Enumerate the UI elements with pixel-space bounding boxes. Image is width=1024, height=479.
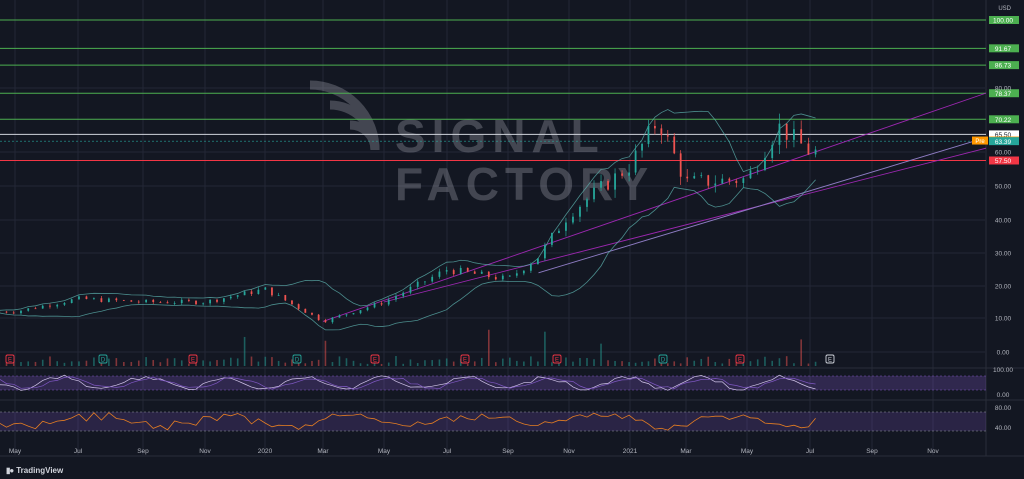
- price-tick-label-1: 10.00: [995, 316, 1012, 323]
- event-marker-6[interactable]: [552, 354, 562, 364]
- level-label-0: 100.00: [993, 18, 1013, 25]
- watermark-line1: SIGNAL: [395, 110, 605, 162]
- time-tick-label-5: Mar: [317, 448, 329, 455]
- time-tick-label-10: 2021: [623, 448, 638, 455]
- time-tick-label-11: Mar: [680, 448, 692, 455]
- trendlines[interactable]: [322, 92, 987, 322]
- osc1-axis-label-0: 100.00: [993, 367, 1013, 374]
- osc1-axis-label-1: 0.00: [997, 392, 1010, 399]
- time-tick-label-3: Nov: [199, 448, 211, 455]
- watermark-signal-icon: [309, 80, 380, 151]
- time-tick-label-13: Jul: [806, 448, 815, 455]
- price-tick-label-6: 60.00: [995, 150, 1012, 157]
- level-label-3: 78.37: [995, 91, 1012, 98]
- level-label-5: 65.50: [995, 132, 1012, 139]
- time-tick-label-0: May: [9, 448, 22, 455]
- oscillator-pane-1: 100.00 0.00: [0, 367, 1013, 399]
- event-marker-label-7: D: [661, 357, 666, 363]
- event-marker-8[interactable]: [735, 354, 745, 364]
- lower-trendline[interactable]: [538, 137, 987, 274]
- event-marker-label-5: E: [463, 357, 467, 363]
- price-axis[interactable]: 100.0091.6786.7378.3770.2265.5063.58Pre6…: [972, 16, 1019, 357]
- time-tick-label-15: Nov: [927, 448, 939, 455]
- pre-market-label: Pre: [975, 139, 985, 145]
- upper-trendline[interactable]: [322, 92, 987, 322]
- time-tick-label-4: 2020: [258, 448, 273, 455]
- price-tick-label-0: 0.00: [997, 350, 1010, 357]
- price-tick-label-4: 40.00: [995, 218, 1012, 225]
- price-tick-label-2: 20.00: [995, 284, 1012, 291]
- time-tick-label-9: Nov: [563, 448, 575, 455]
- level-label-7: 63.39: [995, 139, 1012, 146]
- tradingview-logo-icon: ▮●: [6, 465, 14, 475]
- event-marker-0[interactable]: [5, 354, 15, 364]
- event-marker-1[interactable]: [98, 354, 108, 364]
- price-tick-label-3: 30.00: [995, 251, 1012, 258]
- event-marker-label-9: E: [828, 357, 832, 363]
- event-marker-label-6: E: [555, 357, 559, 363]
- event-marker-3[interactable]: [292, 354, 302, 364]
- level-tag-8: [989, 156, 1019, 165]
- event-marker-4[interactable]: [370, 354, 380, 364]
- level-tag-5: [989, 130, 1019, 139]
- level-label-2: 86.73: [995, 63, 1012, 70]
- time-tick-label-6: May: [378, 448, 391, 455]
- watermark-line2: FACTORY: [395, 158, 654, 210]
- event-marker-7[interactable]: [658, 354, 668, 364]
- price-tick-label-7: 80.00: [995, 86, 1012, 93]
- brand-name: TradingView: [16, 465, 64, 475]
- currency-label: USD: [998, 6, 1011, 12]
- level-tag-7: [989, 137, 1019, 146]
- event-marker-5[interactable]: [460, 354, 470, 364]
- event-marker-label-3: D: [295, 357, 300, 363]
- level-label-1: 91.67: [995, 46, 1012, 53]
- event-marker-label-0: E: [8, 357, 12, 363]
- price-tick-label-5: 50.00: [995, 184, 1012, 191]
- horizontal-levels[interactable]: [0, 19, 986, 161]
- grid-lines: [0, 0, 1024, 457]
- tradingview-brand[interactable]: ▮● TradingView: [6, 463, 63, 477]
- level-tag-2: [989, 61, 1019, 70]
- event-marker-label-2: E: [191, 357, 195, 363]
- osc2-axis-label-0: 80.00: [995, 405, 1012, 412]
- time-tick-label-1: Jul: [74, 448, 83, 455]
- level-label-8: 57.50: [995, 158, 1012, 165]
- time-tick-label-14: Sep: [866, 448, 878, 455]
- osc2-axis-label-1: 40.00: [995, 425, 1012, 432]
- level-label-4: 70.22: [995, 117, 1012, 124]
- event-marker-label-1: D: [101, 357, 106, 363]
- volume-bars: [0, 329, 817, 366]
- level-tag-1: [989, 44, 1019, 53]
- level-tag-0: [989, 16, 1019, 24]
- level-tag-4: [989, 115, 1019, 124]
- middle-trendline[interactable]: [383, 147, 987, 303]
- event-marker-9[interactable]: [825, 354, 835, 364]
- level-tag-3: [989, 89, 1019, 98]
- event-marker-label-8: E: [738, 357, 742, 363]
- event-marker-2[interactable]: [188, 354, 198, 364]
- time-tick-label-2: Sep: [137, 448, 149, 455]
- pre-market-tag: [972, 136, 988, 145]
- time-tick-label-12: May: [741, 448, 754, 455]
- watermark-logo: SIGNAL FACTORY: [309, 80, 654, 210]
- time-tick-label-7: Jul: [443, 448, 452, 455]
- oscillator-pane-2: 80.00 40.00: [0, 405, 1012, 432]
- time-axis[interactable]: May Jul Sep Nov 2020 Mar May Jul Sep Nov 2021 Mar Ma…: [9, 448, 940, 455]
- price-candles: [0, 113, 817, 324]
- time-tick-label-8: Sep: [502, 448, 514, 455]
- event-marker-label-4: E: [373, 357, 377, 363]
